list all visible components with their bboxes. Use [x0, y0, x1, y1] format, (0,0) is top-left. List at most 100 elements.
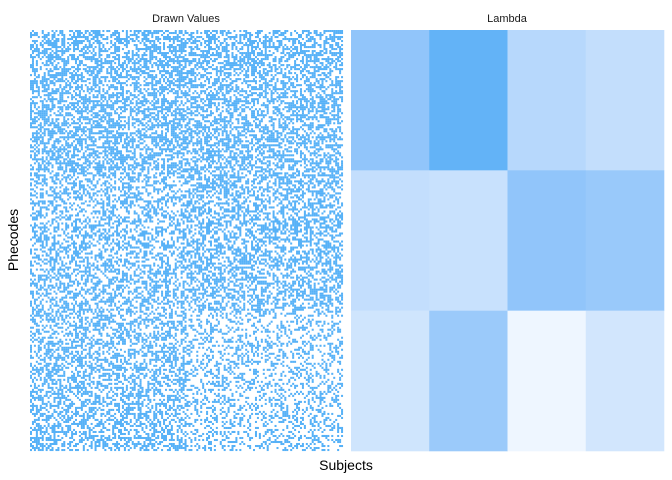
drawn-cell: [175, 166, 177, 168]
drawn-cell: [202, 86, 204, 88]
drawn-cell: [118, 126, 120, 128]
drawn-cell: [320, 102, 322, 104]
drawn-cell: [114, 58, 116, 60]
drawn-cell: [169, 56, 171, 58]
drawn-cell: [220, 120, 222, 122]
drawn-cell: [98, 68, 100, 70]
drawn-cell: [157, 134, 159, 136]
drawn-cell: [255, 80, 257, 82]
drawn-cell: [183, 146, 185, 148]
drawn-cell: [173, 60, 175, 62]
drawn-cell: [155, 46, 157, 48]
drawn-cell: [261, 118, 263, 120]
drawn-cell: [93, 116, 95, 118]
drawn-cell: [85, 100, 87, 102]
drawn-cell: [228, 110, 230, 112]
drawn-cell: [249, 80, 251, 82]
drawn-cell: [91, 152, 93, 154]
drawn-cell: [286, 102, 288, 104]
drawn-cell: [243, 116, 245, 118]
drawn-cell: [239, 90, 241, 92]
drawn-cell: [110, 158, 112, 160]
drawn-cell: [77, 118, 79, 120]
drawn-cell: [38, 136, 40, 138]
drawn-cell: [143, 54, 145, 56]
drawn-cell: [163, 80, 165, 82]
drawn-cell: [179, 84, 181, 86]
drawn-cell: [143, 118, 145, 120]
drawn-cell: [202, 106, 204, 108]
drawn-cell: [222, 106, 224, 108]
drawn-cell: [173, 136, 175, 138]
drawn-cell: [202, 118, 204, 120]
drawn-cell: [325, 108, 327, 110]
drawn-cell: [157, 32, 159, 34]
drawn-cell: [206, 44, 208, 46]
drawn-cell: [185, 72, 187, 74]
drawn-cell: [46, 110, 48, 112]
drawn-cell: [79, 40, 81, 42]
drawn-cell: [284, 120, 286, 122]
drawn-cell: [300, 98, 302, 100]
drawn-cell: [38, 48, 40, 50]
drawn-cell: [116, 154, 118, 156]
drawn-cell: [149, 76, 151, 78]
drawn-cell: [169, 46, 171, 48]
drawn-cell: [85, 32, 87, 34]
drawn-cell: [140, 138, 142, 140]
drawn-cell: [149, 54, 151, 56]
drawn-cell: [143, 64, 145, 66]
drawn-cell: [112, 142, 114, 144]
drawn-cell: [286, 88, 288, 90]
drawn-cell: [134, 54, 136, 56]
drawn-cell: [106, 128, 108, 130]
drawn-cell: [44, 114, 46, 116]
drawn-cell: [181, 112, 183, 114]
drawn-cell: [241, 94, 243, 96]
drawn-cell: [44, 120, 46, 122]
drawn-cell: [61, 58, 63, 60]
drawn-cell: [69, 146, 71, 148]
drawn-cell: [145, 40, 147, 42]
drawn-cell: [149, 156, 151, 158]
drawn-cell: [44, 80, 46, 82]
drawn-cell: [206, 114, 208, 116]
drawn-cell: [87, 136, 89, 138]
drawn-cell: [296, 106, 298, 108]
drawn-cell: [224, 30, 226, 32]
drawn-cell: [177, 168, 179, 170]
drawn-cell: [185, 168, 187, 170]
drawn-cell: [140, 148, 142, 150]
drawn-cell: [87, 66, 89, 68]
drawn-cell: [210, 36, 212, 38]
drawn-cell: [271, 68, 273, 70]
drawn-cell: [218, 78, 220, 80]
drawn-cell: [44, 98, 46, 100]
drawn-cell: [286, 96, 288, 98]
drawn-cell: [112, 130, 114, 132]
drawn-cell: [40, 134, 42, 136]
drawn-cell: [163, 166, 165, 168]
drawn-cell: [253, 46, 255, 48]
drawn-cell: [292, 114, 294, 116]
drawn-cell: [341, 44, 343, 46]
drawn-cell: [48, 48, 50, 50]
drawn-cell: [143, 36, 145, 38]
drawn-cell: [310, 54, 312, 56]
drawn-cell: [71, 72, 73, 74]
drawn-cell: [40, 126, 42, 128]
drawn-cell: [57, 38, 59, 40]
drawn-cell: [316, 78, 318, 80]
drawn-cell: [73, 160, 75, 162]
drawn-cell: [53, 82, 55, 84]
drawn-cell: [316, 86, 318, 88]
drawn-cell: [81, 144, 83, 146]
drawn-cell: [38, 128, 40, 130]
drawn-cell: [198, 40, 200, 42]
drawn-cell: [253, 78, 255, 80]
drawn-cell: [188, 100, 190, 102]
drawn-cell: [241, 90, 243, 92]
drawn-cell: [142, 168, 144, 170]
drawn-cell: [261, 50, 263, 52]
